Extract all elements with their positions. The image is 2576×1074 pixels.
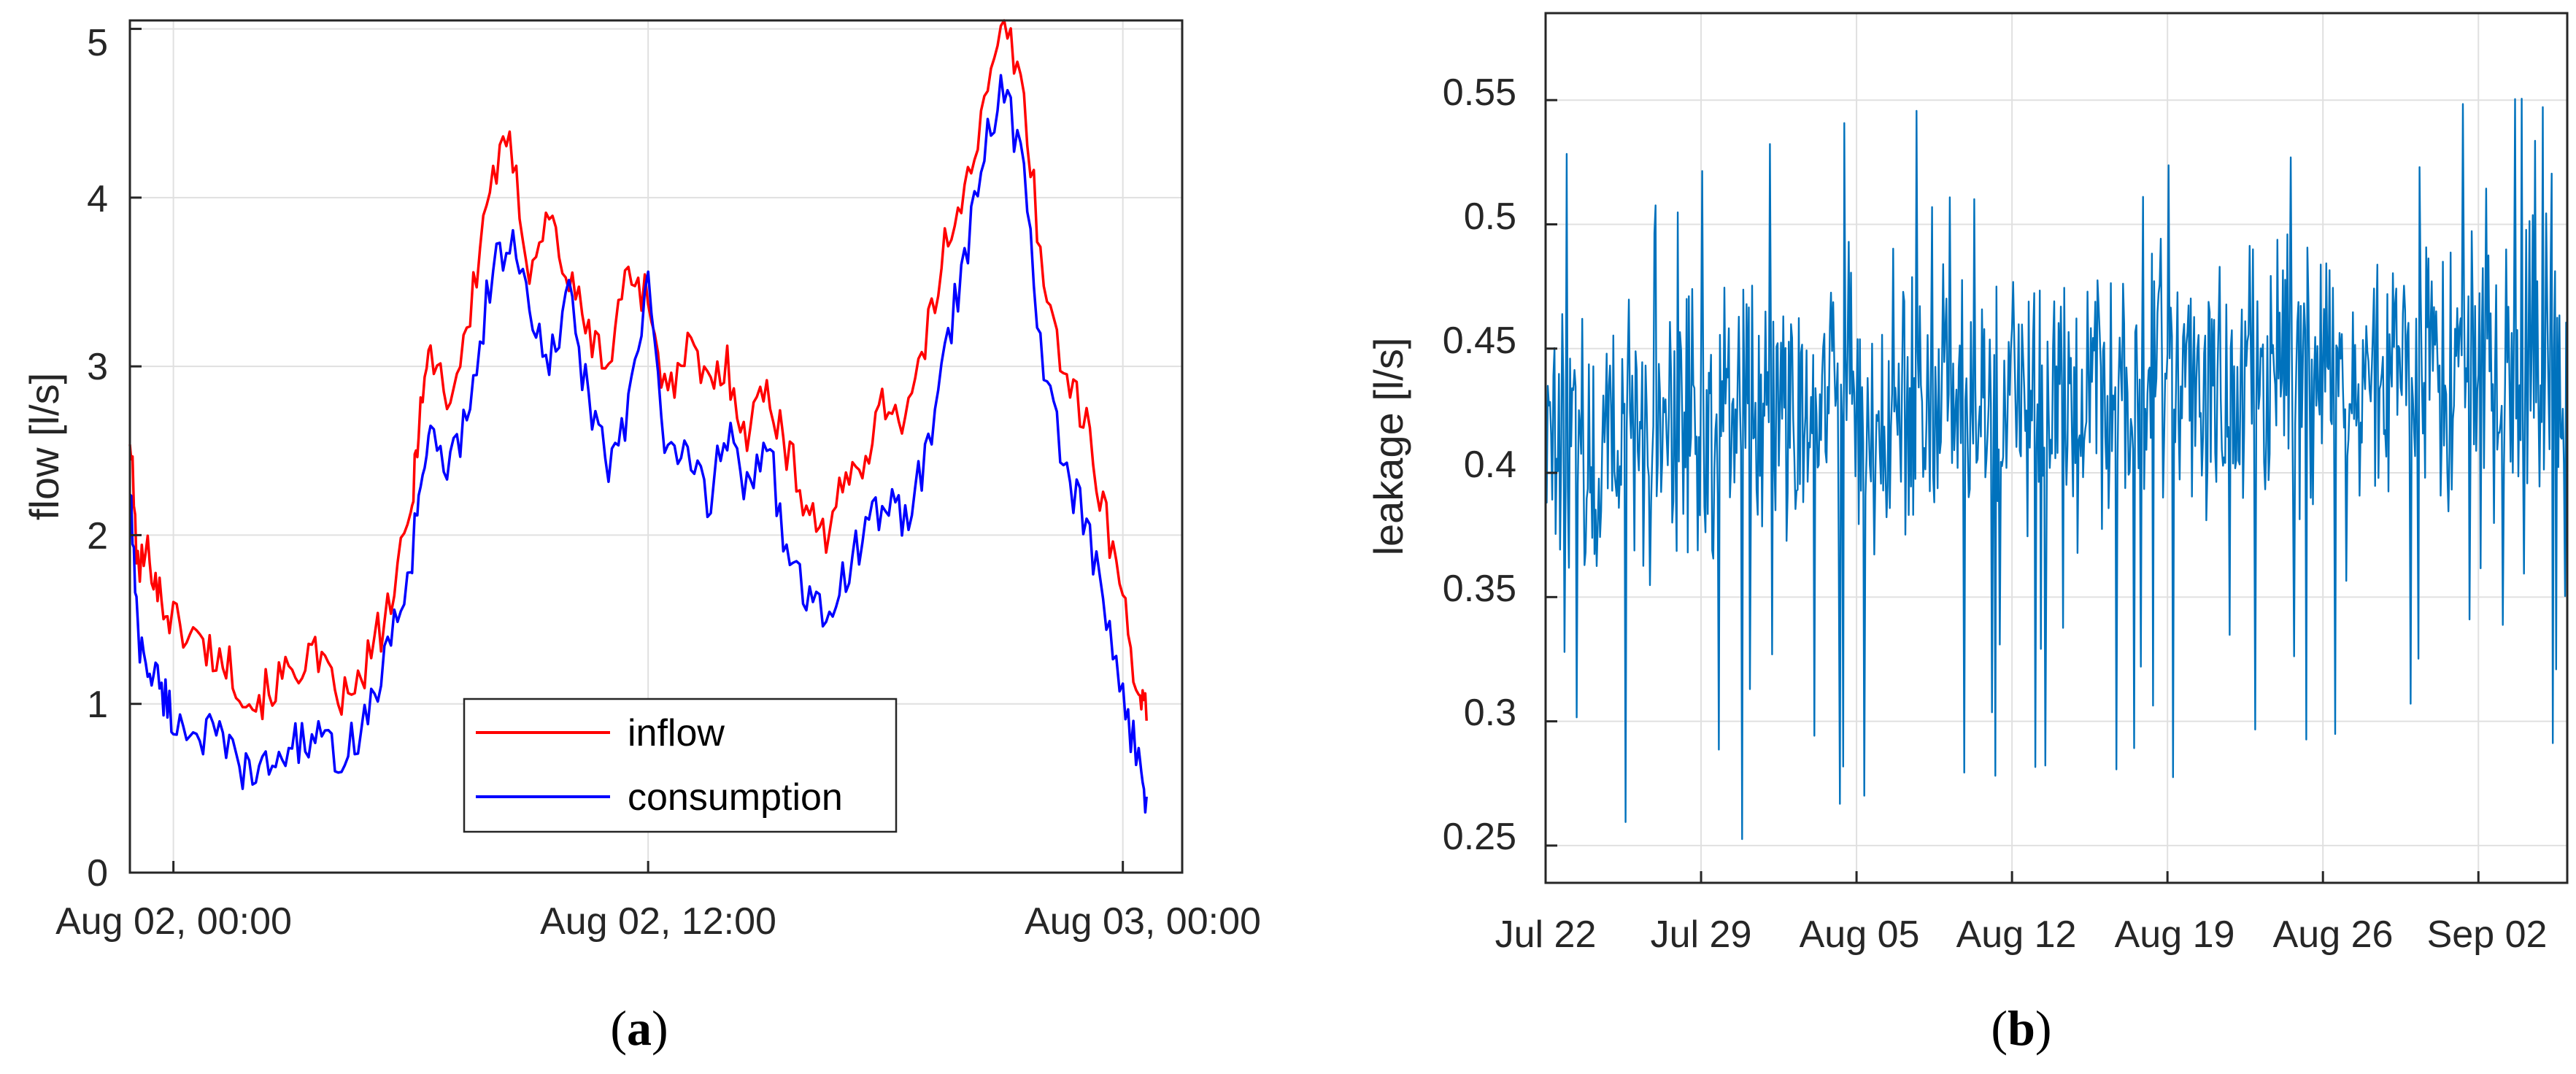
panel-a-caption-close: ) xyxy=(652,1000,668,1056)
panel-a-x-tick-label: Aug 02, 12:00 xyxy=(540,900,776,943)
panel-b-y-tick-label: 0.3 xyxy=(1464,692,1516,734)
legend-inflow-label: inflow xyxy=(628,712,725,754)
panel-a-y-tick-label: 2 xyxy=(87,515,108,557)
panel-b-x-tick-label: Aug 26 xyxy=(2273,913,2394,956)
panel-b-caption-close: ) xyxy=(2035,1000,2052,1056)
panel-a-caption-open: ( xyxy=(610,1000,627,1056)
panel-a-caption-letter: a xyxy=(627,1000,652,1056)
panel-b-axes-box xyxy=(1544,12,2569,884)
panel-a-ticks xyxy=(130,28,1125,874)
panel-b-leakage-chart: leakage [l/s] 0.25 0.3 0.35 0.4 0.45 0.5… xyxy=(1365,12,2569,1056)
panel-a-x-tick-labels: Aug 02, 00:00 Aug 02, 12:00 Aug 03, 00:0… xyxy=(55,900,1261,943)
panel-b-y-tick-label: 0.25 xyxy=(1443,816,1516,858)
panel-b-series xyxy=(1544,98,2569,841)
panel-a-y-axis-label: flow [l/s] xyxy=(21,373,67,520)
panel-a-series xyxy=(128,19,1148,814)
panel-b-x-tick-label: Aug 05 xyxy=(1800,913,1920,956)
panel-b-x-tick-label: Jul 22 xyxy=(1495,913,1597,956)
panel-a-axes-box xyxy=(128,19,1184,874)
panel-a-y-tick-labels: 0 1 2 3 4 5 xyxy=(87,22,108,895)
series-line-leakage xyxy=(1544,98,2569,841)
panel-b-y-tick-label: 0.45 xyxy=(1443,320,1516,362)
panel-b-x-tick-label: Aug 19 xyxy=(2115,913,2235,956)
panel-b-x-tick-label: Sep 02 xyxy=(2427,913,2548,956)
panel-b-y-tick-label: 0.5 xyxy=(1464,196,1516,238)
panel-a-x-tick-label: Aug 03, 00:00 xyxy=(1025,900,1261,943)
panel-b-caption: (b) xyxy=(1991,1000,2051,1056)
panel-b-y-tick-label: 0.35 xyxy=(1443,568,1516,610)
panel-a-y-tick-label: 5 xyxy=(87,22,108,64)
legend-consumption-label: consumption xyxy=(628,776,843,819)
panel-b-y-tick-label: 0.55 xyxy=(1443,72,1516,114)
panel-a-y-tick-label: 4 xyxy=(87,178,108,220)
panel-b-caption-open: ( xyxy=(1991,1000,2008,1056)
panel-a-x-tick-label: Aug 02, 00:00 xyxy=(55,900,292,943)
panel-a-flow-chart: flow [l/s] Aug 02, 00:00 Aug 02, 12:00 A… xyxy=(21,19,1261,1056)
panel-b-x-tick-label: Jul 29 xyxy=(1651,913,1752,956)
panel-a-caption: (a) xyxy=(610,1000,668,1056)
panel-b-x-tick-label: Aug 12 xyxy=(1956,913,2077,956)
panel-b-y-tick-label: 0.4 xyxy=(1464,444,1516,486)
panel-b-ticks xyxy=(1544,98,2480,883)
panel-a-y-tick-label: 1 xyxy=(87,684,108,726)
series-line-inflow xyxy=(128,19,1148,721)
series-line-consumption xyxy=(128,74,1148,814)
panel-a-y-tick-label: 3 xyxy=(87,346,108,388)
panel-a-legend-box xyxy=(463,698,898,833)
panel-b-caption-letter: b xyxy=(2008,1000,2035,1056)
panel-a-legend: inflow consumption xyxy=(463,698,898,833)
panel-a-y-tick-label: 0 xyxy=(87,852,108,895)
panel-b-y-tick-labels: 0.25 0.3 0.35 0.4 0.45 0.5 0.55 xyxy=(1443,72,1516,858)
panel-b-y-axis-label: leakage [l/s] xyxy=(1365,338,1411,556)
panel-b-x-tick-labels: Jul 22 Jul 29 Aug 05 Aug 12 Aug 19 Aug 2… xyxy=(1495,913,2548,956)
